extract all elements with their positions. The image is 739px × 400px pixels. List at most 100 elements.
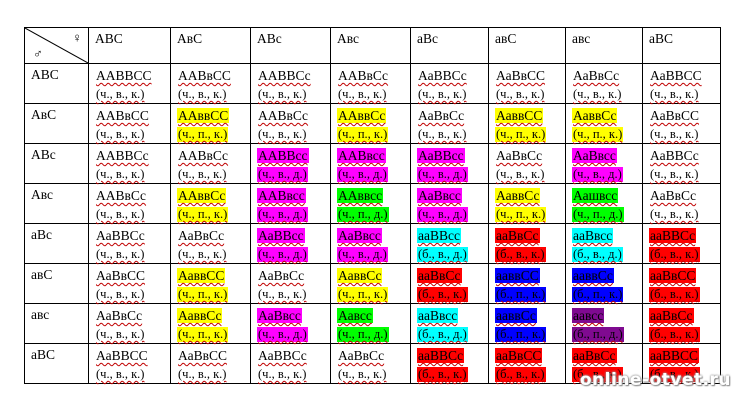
genotype-text: АаВвсс	[337, 228, 382, 243]
phenotype-text: (б., в., д.)	[572, 247, 623, 262]
column-header: аВс	[410, 27, 489, 64]
phenotype-text: (ч., в., к.)	[496, 167, 545, 181]
column-header: авС	[488, 27, 566, 64]
phenotype-text: (ч., в., к.)	[96, 127, 145, 141]
genotype-text: АаВВСс	[418, 68, 467, 83]
phenotype-text: (ч., в., д.)	[257, 167, 308, 182]
phenotype-text: (ч., в., к.)	[96, 207, 145, 221]
genotype-text: АаВВСс	[650, 148, 699, 163]
phenotype-text: (ч., в., д.)	[337, 167, 388, 182]
phenotype-text: (ч., п., к.)	[177, 207, 229, 222]
phenotype-text: (ч., в., к.)	[178, 167, 227, 181]
offspring-cell: АаввСс (ч., п., к.)	[170, 303, 251, 344]
genotype-text: ААВвсс	[257, 188, 306, 203]
offspring-cell: ААВвсс (ч., в., д.)	[330, 143, 411, 184]
phenotype-text: (б., в., к.)	[495, 247, 546, 262]
offspring-cell: ААВВСС (ч., в., к.)	[88, 63, 171, 104]
offspring-cell: АаВВсс (ч., в., д.)	[250, 223, 331, 264]
offspring-cell: ААввСс (ч., п., к.)	[170, 183, 251, 224]
offspring-cell: АаввСс (ч., п., к.)	[488, 183, 566, 224]
genotype-text: АаВвСС	[496, 68, 545, 83]
genotype-text: ааВВСс	[649, 228, 697, 243]
offspring-cell: ааВвСС (б., в., к.)	[642, 263, 721, 304]
phenotype-text: (ч., в., к.)	[338, 367, 387, 381]
genotype-text: ААВвСС	[178, 68, 231, 83]
row-header-label: аВс	[31, 227, 52, 242]
genotype-text: АаВвСС	[96, 268, 145, 283]
genotype-text: ааввСс	[572, 268, 614, 283]
column-header: аВС	[642, 27, 721, 64]
genotype-text: ААВвСС	[96, 108, 149, 123]
phenotype-text: (ч., в., к.)	[418, 127, 467, 141]
phenotype-text: (б., п., к.)	[495, 287, 547, 302]
offspring-cell: АаВвсс (ч., в., д.)	[565, 143, 643, 184]
genotype-text: ааВвСС	[495, 348, 543, 363]
phenotype-text: (ч., в., к.)	[258, 287, 307, 301]
genotype-text: АаВВСС	[96, 348, 148, 363]
row-header-label: авс	[31, 307, 50, 322]
offspring-cell: АаВвсс (ч., в., д.)	[410, 183, 489, 224]
header-row: ♀ ♂ АВС АвС АВс Авс аВс авС авс аВС	[24, 27, 721, 64]
genotype-text: ааВвСс	[649, 308, 694, 323]
offspring-cell: Аавсс (ч., п., д.)	[330, 303, 411, 344]
phenotype-text: (б., в., д.)	[417, 327, 468, 342]
genotype-text: ааВВсс	[417, 228, 461, 243]
offspring-cell: ААВвСс (ч., в., к.)	[88, 183, 171, 224]
phenotype-text: (ч., в., д.)	[257, 247, 308, 262]
offspring-cell: ааВвсс (б., в., д.)	[565, 223, 643, 264]
phenotype-text: (ч., в., к.)	[96, 367, 145, 381]
genotype-text: ааВвСс	[495, 228, 540, 243]
genotype-text: ААВВСс	[96, 148, 149, 163]
phenotype-text: (ч., в., к.)	[258, 367, 307, 381]
offspring-cell: ааВвСс (б., в., к.)	[410, 263, 489, 304]
offspring-cell: аавсс (б., п., д.)	[565, 303, 643, 344]
genotype-text: АаВвСс	[573, 68, 620, 83]
column-header-label: АВС	[95, 31, 123, 46]
genotype-text: АаВВсс	[257, 228, 305, 243]
column-header-label: АВс	[257, 31, 282, 46]
offspring-cell: АаВвСС (ч., в., к.)	[642, 103, 721, 144]
offspring-cell: ААВвСС (ч., в., к.)	[170, 63, 251, 104]
male-symbol-icon: ♂	[33, 46, 43, 61]
table-row: авс АаВвСс (ч., в., к.) АаввСс (ч., п., к.) А…	[24, 303, 721, 344]
column-header: Авс	[330, 27, 411, 64]
phenotype-text: (ч., в., д.)	[572, 167, 623, 182]
genotype-text: АаВВСс	[258, 348, 307, 363]
genotype-text: АаВвСС	[178, 348, 227, 363]
table-row: аВС АаВВСС (ч., в., к.) АаВвСС (ч., в., к.) А…	[24, 343, 721, 384]
phenotype-text: (б., в., к.)	[649, 247, 700, 262]
offspring-cell: АаВВСс (ч., в., к.)	[88, 223, 171, 264]
row-header: АВс	[24, 143, 89, 184]
column-header-label: аВс	[417, 31, 438, 46]
row-header: Авс	[24, 183, 89, 224]
phenotype-text: (ч., в., к.)	[650, 167, 699, 181]
phenotype-text: (ч., в., к.)	[650, 127, 699, 141]
offspring-cell: АаВвСС (ч., в., к.)	[488, 63, 566, 104]
genotype-text: ААввСС	[177, 108, 230, 123]
genotype-text: ааввСс	[495, 308, 537, 323]
offspring-cell: ааВВСс (б., в., к.)	[410, 343, 489, 384]
genotype-text: аавсс	[572, 308, 605, 323]
offspring-cell: АаВвСс (ч., в., к.)	[330, 343, 411, 384]
phenotype-text: (ч., в., к.)	[258, 87, 307, 101]
row-header: авС	[24, 263, 89, 304]
offspring-cell: АаВвСс (ч., в., к.)	[250, 263, 331, 304]
genotype-text: АаВвСс	[258, 268, 305, 283]
offspring-cell: ааВвсс (б., в., д.)	[410, 303, 489, 344]
phenotype-text: (б., в., к.)	[417, 287, 468, 302]
column-header-label: Авс	[337, 31, 360, 46]
offspring-cell: АаВвСс (ч., в., к.)	[410, 103, 489, 144]
offspring-cell: ААВвСс (ч., в., к.)	[330, 63, 411, 104]
phenotype-text: (б., в., к.)	[649, 287, 700, 302]
phenotype-text: (ч., в., к.)	[96, 167, 145, 181]
row-header: авс	[24, 303, 89, 344]
offspring-cell: ааввСс (б., п., к.)	[565, 263, 643, 304]
offspring-cell: ААВВСс (ч., в., к.)	[88, 143, 171, 184]
genotype-text: ААВВСС	[96, 68, 152, 83]
table-row: Авс ААВвСс (ч., в., к.) ААввСс (ч., п., к.) А…	[24, 183, 721, 224]
phenotype-text: (ч., п., к.)	[572, 127, 624, 142]
offspring-cell: ААВвСС (ч., в., к.)	[88, 103, 171, 144]
offspring-cell: ааввСс (б., п., к.)	[488, 303, 566, 344]
genotype-text: ааВвСс	[417, 268, 462, 283]
row-header-label: аВС	[31, 347, 56, 362]
